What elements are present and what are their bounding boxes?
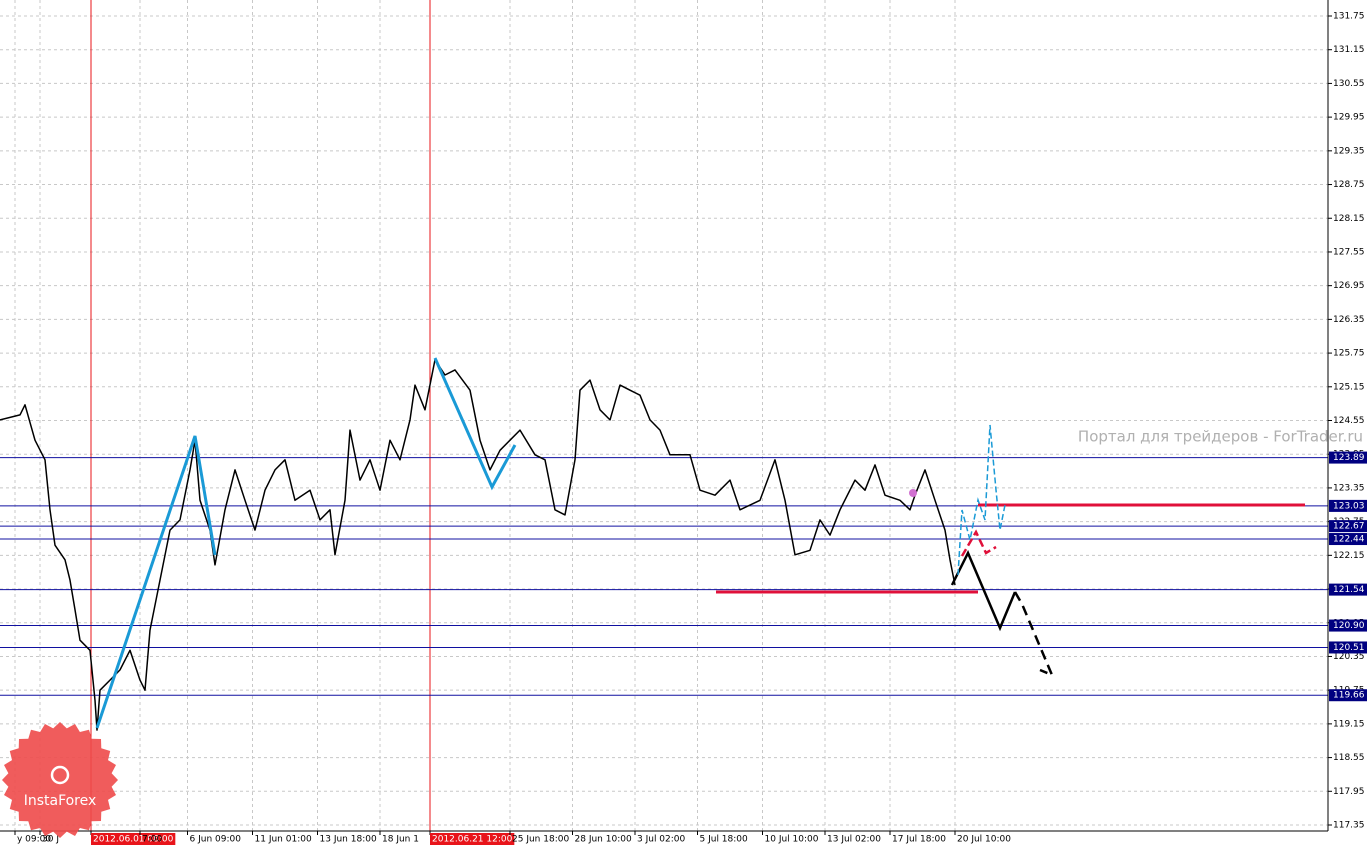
axes: 117.35117.95118.55119.15119.75120.35120.…	[14, 12, 1367, 845]
level-label: 122.67	[1333, 522, 1365, 532]
x-tick-label: 2012.06.21 12:00	[432, 835, 513, 845]
y-tick-label: 126.35	[1333, 315, 1365, 325]
x-tick-label: 30 J	[42, 835, 59, 845]
x-tick-label: y 09:00	[17, 835, 51, 845]
y-tick-label: 126.95	[1333, 281, 1365, 291]
plot	[0, 0, 1328, 831]
level-label-box	[1329, 533, 1367, 546]
x-tick-label: 20 Jul 10:00	[957, 835, 1011, 845]
y-tick-label: 130.55	[1333, 79, 1365, 89]
y-tick-label: 119.15	[1333, 719, 1365, 729]
x-tick-label: 18 Jun 1	[382, 835, 419, 845]
y-tick-label: 124.55	[1333, 416, 1365, 426]
x-tick-highlight	[430, 833, 515, 845]
x-tick-label: 10 Jul 10:00	[765, 835, 819, 845]
logo: InstaForex	[2, 722, 118, 838]
level-label: 121.54	[1333, 585, 1365, 595]
forecast-cyan	[957, 424, 1006, 576]
y-tick-label: 122.15	[1333, 551, 1365, 561]
y-tick-label: 118.55	[1333, 753, 1365, 763]
x-tick-label: 5 Jul 18:00	[700, 835, 749, 845]
x-tick-label: 17 Jul 18:00	[892, 835, 946, 845]
wave-line	[433, 357, 517, 491]
level-label: 123.89	[1333, 453, 1365, 463]
annotations	[95, 357, 1305, 729]
logo-badge	[2, 722, 118, 838]
level-label-box	[1329, 641, 1367, 654]
x-tick-label: 25 Jun 18:00	[512, 835, 569, 845]
level-label-box	[1329, 689, 1367, 702]
x-tick-label: 13 Jun 18:00	[320, 835, 377, 845]
y-tick-label: 125.75	[1333, 349, 1365, 359]
x-tick-label: 28 Jun 10:00	[575, 835, 632, 845]
x-tick-highlight	[91, 833, 176, 845]
price-line	[0, 359, 956, 731]
level-label: 120.90	[1333, 621, 1365, 631]
logo-text: InstaForex	[24, 793, 97, 809]
y-tick-label: 127.55	[1333, 247, 1365, 257]
y-tick-label: 117.35	[1333, 821, 1365, 831]
y-tick-label: 131.75	[1333, 12, 1365, 22]
y-tick-label: 123.35	[1333, 483, 1365, 493]
level-label: 123.03	[1333, 501, 1365, 511]
level-label-box	[1329, 499, 1367, 512]
y-tick-label: 129.95	[1333, 113, 1365, 123]
forecast-line	[950, 550, 1017, 632]
y-tick-label: 129.35	[1333, 146, 1365, 156]
y-tick-label: 128.75	[1333, 180, 1365, 190]
x-tick-label: 3 Jul 02:00	[637, 835, 686, 845]
y-tick-label: 117.95	[1333, 787, 1365, 797]
level-label: 119.66	[1333, 691, 1365, 701]
level-label: 122.44	[1333, 535, 1365, 545]
y-tick-label: 128.15	[1333, 214, 1365, 224]
y-tick-label: 120.35	[1333, 652, 1365, 662]
x-tick-label: 13 Jul 02:00	[827, 835, 881, 845]
forecast-dashed	[1013, 591, 1055, 678]
level-label-box	[1329, 520, 1367, 533]
logo-icon	[50, 765, 70, 785]
level-label: 120.51	[1333, 643, 1365, 653]
forecast-red	[960, 529, 997, 557]
x-tick-label: 11 Jun 01:00	[255, 835, 312, 845]
y-tick-label: 125.15	[1333, 382, 1365, 392]
point-marker	[909, 489, 917, 497]
y-tick-label: 131.15	[1333, 45, 1365, 55]
wave-line	[95, 435, 217, 729]
watermark: Портал для трейдеров - ForTrader.ru	[1078, 428, 1363, 446]
x-tick-label: 2012.06.01 08:00	[93, 835, 174, 845]
level-label-box	[1329, 619, 1367, 632]
x-tick-label: 6 Jun 09:00	[190, 835, 242, 845]
level-label-box	[1329, 583, 1367, 596]
level-label-box	[1329, 451, 1367, 464]
x-tick-label: 7:00	[142, 835, 162, 845]
